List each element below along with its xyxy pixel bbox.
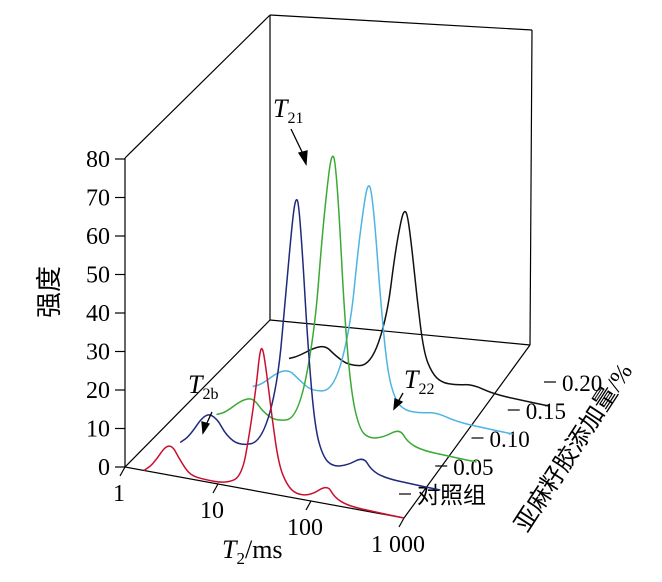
- back-wall-top: [269, 14, 533, 31]
- y-tick-label: 50: [86, 263, 110, 289]
- z-tick-label: 0.20: [562, 371, 602, 396]
- x-tick-mark: [212, 483, 219, 494]
- y-tick-label: 20: [86, 378, 110, 404]
- y-tick-label: 40: [86, 301, 110, 327]
- annotation-t21: T21: [273, 94, 303, 127]
- x-tick-mark: [119, 466, 126, 477]
- x-axis-line: [124, 466, 405, 519]
- x-tick-label: 100: [287, 515, 323, 541]
- series-line-005: [179, 199, 441, 491]
- y-tick-label: 30: [86, 340, 110, 366]
- series-line-: [143, 347, 405, 519]
- y-tick-label: 10: [86, 417, 110, 443]
- back-wall-right: [529, 29, 533, 346]
- back-floor-line: [269, 319, 531, 346]
- series-layer: [143, 155, 550, 519]
- x-axis-label: T2/ms: [222, 535, 283, 568]
- arrowhead-t2b: [201, 421, 211, 435]
- annotation-t22: T22: [404, 365, 434, 398]
- back-floor-edge: [124, 319, 271, 468]
- x-tick-label: 1 000: [371, 532, 425, 558]
- x-tick-mark: [305, 500, 312, 511]
- series-line-015: [252, 185, 513, 435]
- x-tick-label: 10: [200, 498, 224, 524]
- annotation-t2b: T2b: [188, 370, 218, 403]
- x-axis-ticks: 1 10 100 1 000: [113, 466, 425, 558]
- z-axis-line: [403, 344, 531, 519]
- arrowhead-t22: [393, 398, 404, 411]
- y-tick-label: 60: [86, 224, 110, 250]
- chart-frame: [124, 14, 533, 519]
- series-line-020: [288, 210, 550, 407]
- series-line-010: [216, 155, 477, 463]
- y-tick-label: 80: [86, 147, 110, 173]
- y-axis-ticks: 0 10 20 30 40 50 60 70 80: [86, 147, 125, 481]
- annotation-arrows: [201, 128, 404, 435]
- y-tick-label: 70: [86, 186, 110, 212]
- y-tick-label: 0: [98, 455, 110, 481]
- arrow-t21: [290, 128, 305, 157]
- y-axis-label: 强度: [35, 266, 64, 318]
- x-tick-mark: [398, 517, 405, 528]
- x-tick-label: 1: [113, 481, 125, 507]
- arrowhead-t21: [297, 150, 308, 166]
- side-wall-top: [124, 14, 271, 159]
